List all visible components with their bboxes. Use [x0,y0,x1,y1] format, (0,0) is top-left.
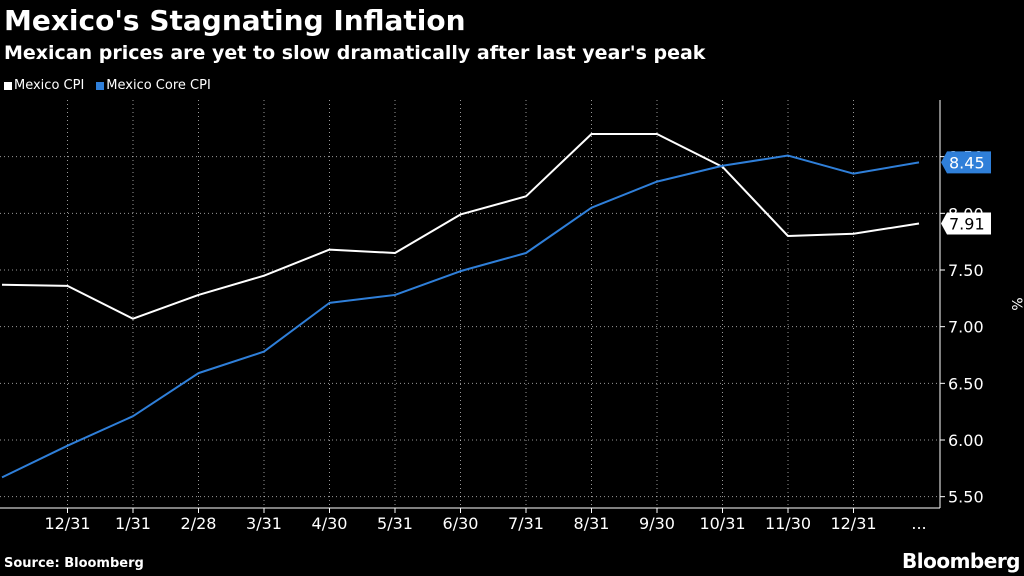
cpi-line [1,133,920,320]
x-tick-label: 7/31 [508,514,544,533]
x-tick-label: 4/30 [312,514,348,533]
cpi-last-value-tag: 7.91 [941,212,991,235]
y-tick-label: 6.00 [948,431,984,450]
legend-swatch-core-cpi [96,81,105,90]
x-tick-label: 12/31 [830,514,876,533]
legend-item-core-cpi: Mexico Core CPI [96,78,211,93]
y-tick-label: 7.50 [948,261,984,280]
y-tick-label: 7.00 [948,318,984,337]
source-note: Source: Bloomberg [4,556,144,571]
core-cpi-line [1,154,920,479]
legend-item-cpi: Mexico CPI [4,78,84,93]
y-tick-label: 6.50 [948,374,984,393]
x-tick-label: 9/30 [639,514,675,533]
legend-label-cpi: Mexico CPI [14,78,85,93]
x-tick-label: 3/31 [246,514,282,533]
legend: Mexico CPI Mexico Core CPI [4,78,211,93]
bloomberg-logo: Bloomberg [902,549,1020,573]
value-tag-label: 8.45 [949,153,985,172]
x-tick-label: 6/30 [443,514,479,533]
x-tick-label: 11/30 [765,514,811,533]
x-tick-label: ... [911,514,926,533]
x-tick-label: 2/28 [181,514,217,533]
x-tick-label: 10/31 [699,514,745,533]
value-tag-shape [941,212,991,235]
value-tag-label: 7.91 [949,215,985,234]
x-tick-label: 8/31 [574,514,610,533]
x-tick-label: 1/31 [115,514,151,533]
y-axis-label: % [1008,297,1024,310]
legend-swatch-cpi [4,81,12,90]
chart-subtitle: Mexican prices are yet to slow dramatica… [4,42,706,64]
x-tick-label: 12/31 [44,514,90,533]
x-tick-label: 5/31 [377,514,413,533]
value-tag-shape [941,151,991,174]
chart-title: Mexico's Stagnating Inflation [4,4,466,37]
legend-label-core-cpi: Mexico Core CPI [106,78,211,93]
y-tick-label: 5.50 [948,488,984,507]
core-cpi-last-value-tag: 8.45 [941,151,991,174]
